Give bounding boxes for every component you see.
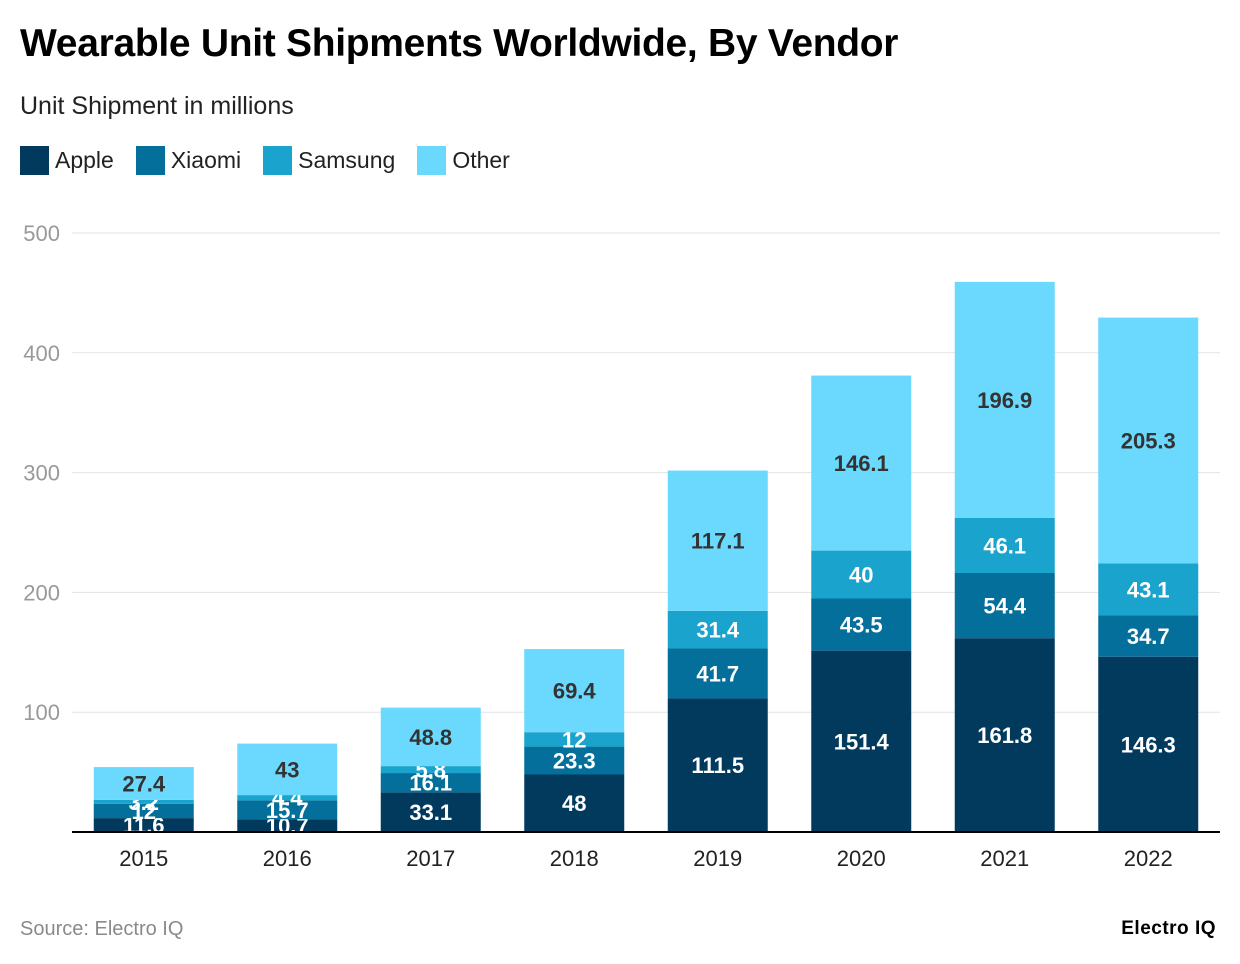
legend-item-apple: Apple [20,146,114,175]
bar-xiaomi-2021 [954,572,1055,639]
y-tick-label: 200 [23,580,60,605]
bar-other-2022 [1098,317,1199,564]
data-label: 43.5 [840,613,883,638]
legend-item-xiaomi: Xiaomi [135,146,242,175]
data-label: 33.1 [409,800,452,825]
data-label: 69.4 [553,679,597,704]
data-label: 48.8 [409,725,452,750]
bar-samsung-2015 [93,799,194,804]
data-label: 161.8 [977,723,1032,748]
bar-apple-2021 [954,638,1055,832]
data-label: 111.5 [691,753,744,778]
x-tick-label: 2021 [980,846,1029,871]
legend: Apple Xiaomi Samsung Other [20,146,510,175]
bar-other-2017 [380,707,481,767]
legend-swatch-samsung [263,146,293,175]
chart-subtitle: Unit Shipment in millions [20,92,294,120]
bar-apple-2018 [524,774,625,832]
legend-label-other: Other [452,147,510,173]
y-tick-label: 100 [23,700,60,725]
legend-swatch-xiaomi [135,146,165,175]
x-tick-label: 2022 [1124,846,1173,871]
data-label: 48 [562,791,586,816]
data-label: 41.7 [696,661,739,686]
bar-samsung-2021 [954,517,1055,573]
bar-other-2019 [667,470,768,611]
bar-xiaomi-2019 [667,648,768,699]
bar-samsung-2018 [524,732,625,747]
bar-apple-2019 [667,698,768,832]
data-label: 46.1 [983,533,1026,558]
x-tick-label: 2017 [406,846,455,871]
bar-other-2015 [93,767,194,800]
bar-samsung-2017 [380,766,481,774]
data-label: 146.3 [1121,732,1176,757]
data-label: 16.1 [409,771,452,796]
y-tick-label: 400 [23,341,60,366]
data-label: 43.1 [1127,577,1170,602]
bar-other-2016 [237,743,338,796]
data-label: 43 [275,757,299,782]
brand-logo: Electro IQ [1121,918,1216,939]
data-label: 196.9 [977,388,1032,413]
legend-label-samsung: Samsung [298,147,396,173]
data-label: 146.1 [834,451,889,476]
bar-xiaomi-2017 [380,773,481,793]
data-label: 15.7 [266,798,309,823]
chart-title: Wearable Unit Shipments Worldwide, By Ve… [20,22,899,65]
legend-label-xiaomi: Xiaomi [170,147,242,173]
data-label: 151.4 [834,729,890,754]
bar-apple-2015 [93,818,194,832]
y-tick-label: 500 [23,221,60,246]
bar-samsung-2016 [237,795,338,801]
legend-item-other: Other [417,146,510,175]
bar-samsung-2022 [1098,563,1199,616]
bar-other-2020 [811,375,912,551]
legend-item-samsung: Samsung [263,146,395,175]
data-label: 23.3 [553,749,596,774]
bar-samsung-2019 [667,610,768,649]
data-label: 54.4 [983,594,1027,619]
x-tick-label: 2018 [550,846,599,871]
bar-other-2018 [524,649,625,733]
source-note: Source: Electro IQ [20,918,184,940]
y-tick-label: 300 [23,461,60,486]
bar-apple-2020 [811,650,912,832]
bar-apple-2022 [1098,656,1199,832]
x-tick-label: 2015 [119,846,168,871]
x-tick-label: 2019 [693,846,742,871]
bar-xiaomi-2015 [93,803,194,819]
bar-apple-2016 [237,819,338,832]
legend-label-apple: Apple [55,147,114,173]
legend-swatch-apple [20,146,49,175]
bar-xiaomi-2020 [811,598,912,651]
bar-other-2021 [954,281,1055,518]
x-tick-label: 2020 [837,846,886,871]
bar-samsung-2020 [811,550,912,599]
data-label: 117.1 [691,529,745,554]
legend-swatch-other [417,146,447,175]
x-tick-label: 2016 [263,846,312,871]
bar-apple-2017 [380,792,481,832]
bar-xiaomi-2018 [524,746,625,775]
data-label: 31.4 [696,618,740,643]
bar-xiaomi-2016 [237,800,338,820]
data-label: 40 [849,563,873,588]
data-label: 205.3 [1121,429,1176,454]
data-label: 27.4 [122,771,166,796]
data-label: 34.7 [1127,624,1170,649]
bar-xiaomi-2022 [1098,615,1199,657]
